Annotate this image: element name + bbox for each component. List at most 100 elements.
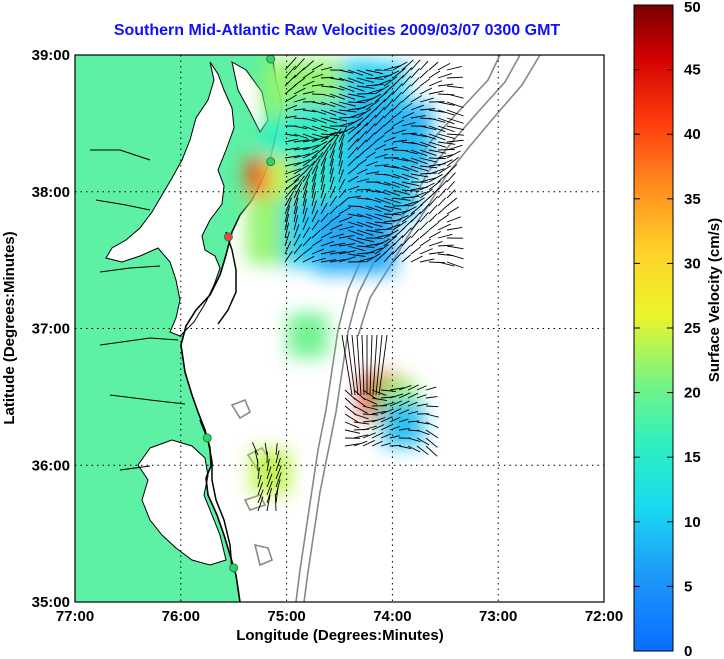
velocity-vector bbox=[392, 157, 409, 162]
velocity-vector bbox=[398, 409, 410, 415]
speed-cell bbox=[287, 313, 328, 358]
velocity-vector bbox=[374, 134, 385, 143]
velocity-vector bbox=[362, 405, 378, 411]
velocity-vector bbox=[428, 240, 443, 247]
velocity-vector bbox=[374, 238, 391, 247]
velocity-vector bbox=[344, 413, 359, 423]
velocity-vector bbox=[293, 175, 305, 191]
colorbar-tick-label: 5 bbox=[684, 578, 692, 595]
velocity-vector bbox=[401, 59, 414, 71]
velocity-vector bbox=[311, 219, 320, 231]
velocity-vector bbox=[392, 165, 409, 172]
velocity-vector bbox=[425, 437, 438, 448]
velocity-vector bbox=[446, 206, 460, 215]
velocity-vector bbox=[446, 109, 464, 117]
velocity-vector bbox=[437, 141, 456, 145]
plot-frame bbox=[74, 54, 605, 603]
velocity-vector bbox=[446, 172, 456, 183]
velocity-vector bbox=[311, 191, 317, 207]
radar-stations bbox=[202, 55, 276, 573]
velocity-vector bbox=[365, 252, 381, 263]
velocity-vector bbox=[356, 229, 374, 236]
velocity-vector bbox=[347, 130, 360, 143]
velocity-vector bbox=[437, 73, 453, 79]
velocity-vector bbox=[311, 209, 319, 223]
velocity-vector bbox=[302, 117, 317, 123]
velocity-vector bbox=[353, 413, 369, 420]
velocity-vector bbox=[329, 176, 335, 191]
velocity-vector bbox=[302, 150, 319, 159]
velocity-vector bbox=[446, 150, 461, 159]
velocity-vector bbox=[392, 235, 404, 247]
velocity-vector bbox=[446, 125, 465, 131]
velocity-vector bbox=[401, 157, 419, 164]
velocity-vector bbox=[362, 440, 375, 447]
velocity-vector bbox=[302, 181, 309, 199]
velocity-vector bbox=[338, 77, 354, 84]
velocity-vector bbox=[446, 180, 456, 191]
velocity-vector bbox=[284, 74, 297, 87]
velocity-vector bbox=[419, 172, 438, 175]
velocity-vector bbox=[446, 85, 464, 89]
y-axis-label: Latitude (Degrees:Minutes) bbox=[1, 231, 18, 424]
velocity-vector bbox=[428, 231, 441, 239]
velocity-vector bbox=[329, 251, 346, 255]
velocity-vector bbox=[293, 133, 308, 139]
velocity-vector bbox=[419, 60, 429, 71]
velocity-vector bbox=[374, 79, 392, 87]
velocity-vector bbox=[320, 143, 332, 159]
velocity-vector bbox=[356, 188, 371, 191]
velocity-vector bbox=[446, 261, 464, 269]
velocity-vector bbox=[347, 165, 359, 175]
velocity-vector bbox=[398, 400, 410, 407]
velocity-vector bbox=[320, 259, 337, 263]
velocity-vector bbox=[428, 61, 439, 71]
y-tick-label: 36:00 bbox=[32, 457, 70, 474]
velocity-vector bbox=[371, 417, 386, 423]
velocity-vector bbox=[383, 165, 400, 169]
velocity-vector bbox=[428, 149, 447, 154]
velocity-vector bbox=[425, 396, 438, 399]
velocity-vector bbox=[392, 119, 404, 127]
velocity-vector bbox=[302, 226, 311, 239]
velocity-vector bbox=[365, 88, 383, 95]
velocity-vector bbox=[419, 212, 429, 223]
velocity-vector bbox=[437, 172, 449, 183]
velocity-vector bbox=[320, 212, 329, 223]
velocity-vector bbox=[437, 63, 451, 71]
velocity-vector bbox=[275, 472, 282, 488]
velocity-vector bbox=[293, 164, 310, 175]
velocity-vector bbox=[293, 108, 306, 111]
velocity-vector bbox=[302, 133, 318, 140]
velocity-vector bbox=[374, 221, 393, 225]
velocity-vector bbox=[383, 117, 394, 127]
velocity-vector bbox=[428, 173, 443, 183]
velocity-vector bbox=[365, 197, 382, 203]
velocity-vector bbox=[284, 138, 299, 143]
velocity-vector bbox=[380, 424, 392, 431]
velocity-vector bbox=[398, 427, 410, 431]
velocity-vector bbox=[428, 157, 447, 160]
velocity-vector bbox=[401, 212, 415, 223]
velocity-vector bbox=[389, 400, 403, 407]
velocity-vector bbox=[380, 402, 395, 407]
velocity-vector bbox=[392, 173, 410, 181]
velocity-vector bbox=[410, 133, 427, 138]
colorbar-tick-label: 30 bbox=[684, 255, 701, 272]
velocity-vector bbox=[344, 389, 356, 400]
velocity-vector bbox=[446, 164, 458, 175]
velocity-vector bbox=[275, 465, 282, 480]
velocity-vector bbox=[419, 165, 438, 169]
velocity-vector bbox=[389, 416, 401, 423]
velocity-vector bbox=[356, 122, 369, 135]
velocity-vector bbox=[347, 146, 358, 159]
velocity-vector bbox=[446, 226, 463, 231]
velocity-vector bbox=[293, 182, 303, 199]
radar-station-marker bbox=[223, 232, 233, 242]
velocity-vector bbox=[293, 87, 306, 95]
velocity-vector bbox=[284, 115, 297, 119]
velocity-vector bbox=[284, 197, 292, 215]
velocity-vector bbox=[338, 101, 356, 107]
velocity-vector bbox=[311, 200, 317, 215]
velocity-vector bbox=[293, 98, 306, 103]
